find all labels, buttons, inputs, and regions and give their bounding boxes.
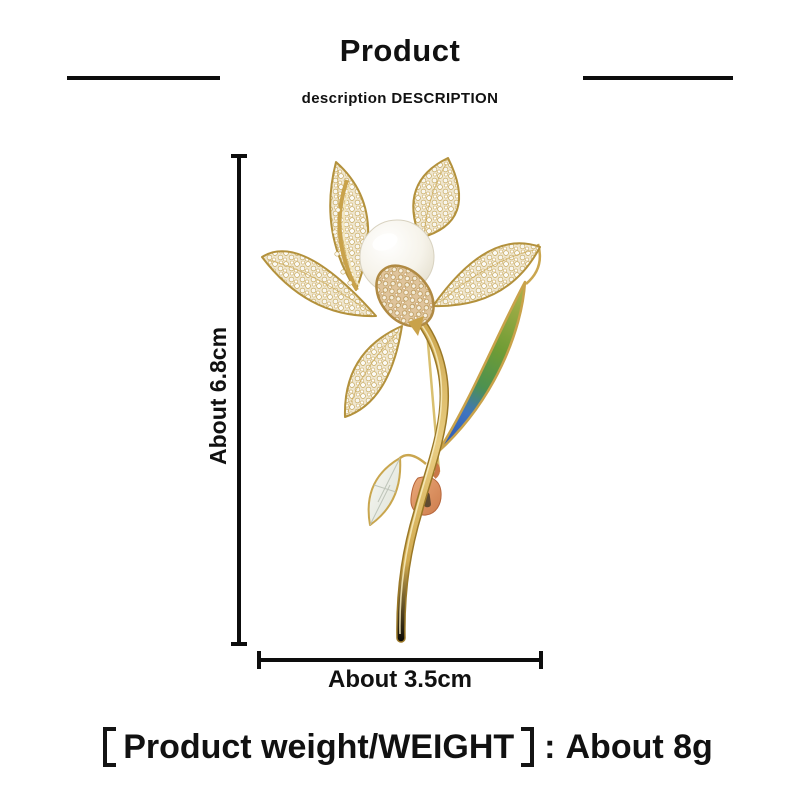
cjk-bracket-open-icon <box>103 727 117 767</box>
gold-stem <box>396 307 450 643</box>
height-dimension-line <box>237 154 241 646</box>
height-dimension-cap-top <box>231 154 247 158</box>
weight-label: Product weight/WEIGHT <box>123 727 515 766</box>
header-divider-left <box>67 76 220 80</box>
enamel-leaf <box>436 280 527 454</box>
weight-value: About 8g <box>565 727 713 766</box>
weight-separator: : <box>544 727 556 766</box>
gold-open-petal-loop <box>332 179 360 291</box>
petal-bottom-left <box>343 325 403 418</box>
cjk-bracket-close-icon <box>521 727 535 767</box>
page-title: Product <box>339 33 461 68</box>
crystal-bud <box>375 264 435 336</box>
width-dimension-line <box>259 658 541 662</box>
product-photo-brooch <box>250 140 650 670</box>
header-divider-right <box>583 76 733 80</box>
weight-line: Product weight/WEIGHT : About 8g <box>8 724 800 770</box>
width-dimension-label: About 3.5cm <box>327 666 473 693</box>
height-dimension-cap-bottom <box>231 642 247 646</box>
brooch-illustration <box>261 157 542 643</box>
marquise-crystal <box>367 453 427 526</box>
width-dimension-cap-right <box>539 651 543 669</box>
page-subtitle: description DESCRIPTION <box>301 90 499 107</box>
width-dimension-cap-left <box>257 651 261 669</box>
height-dimension-label: About 6.8cm <box>205 326 231 465</box>
petal-top-right <box>412 157 461 239</box>
